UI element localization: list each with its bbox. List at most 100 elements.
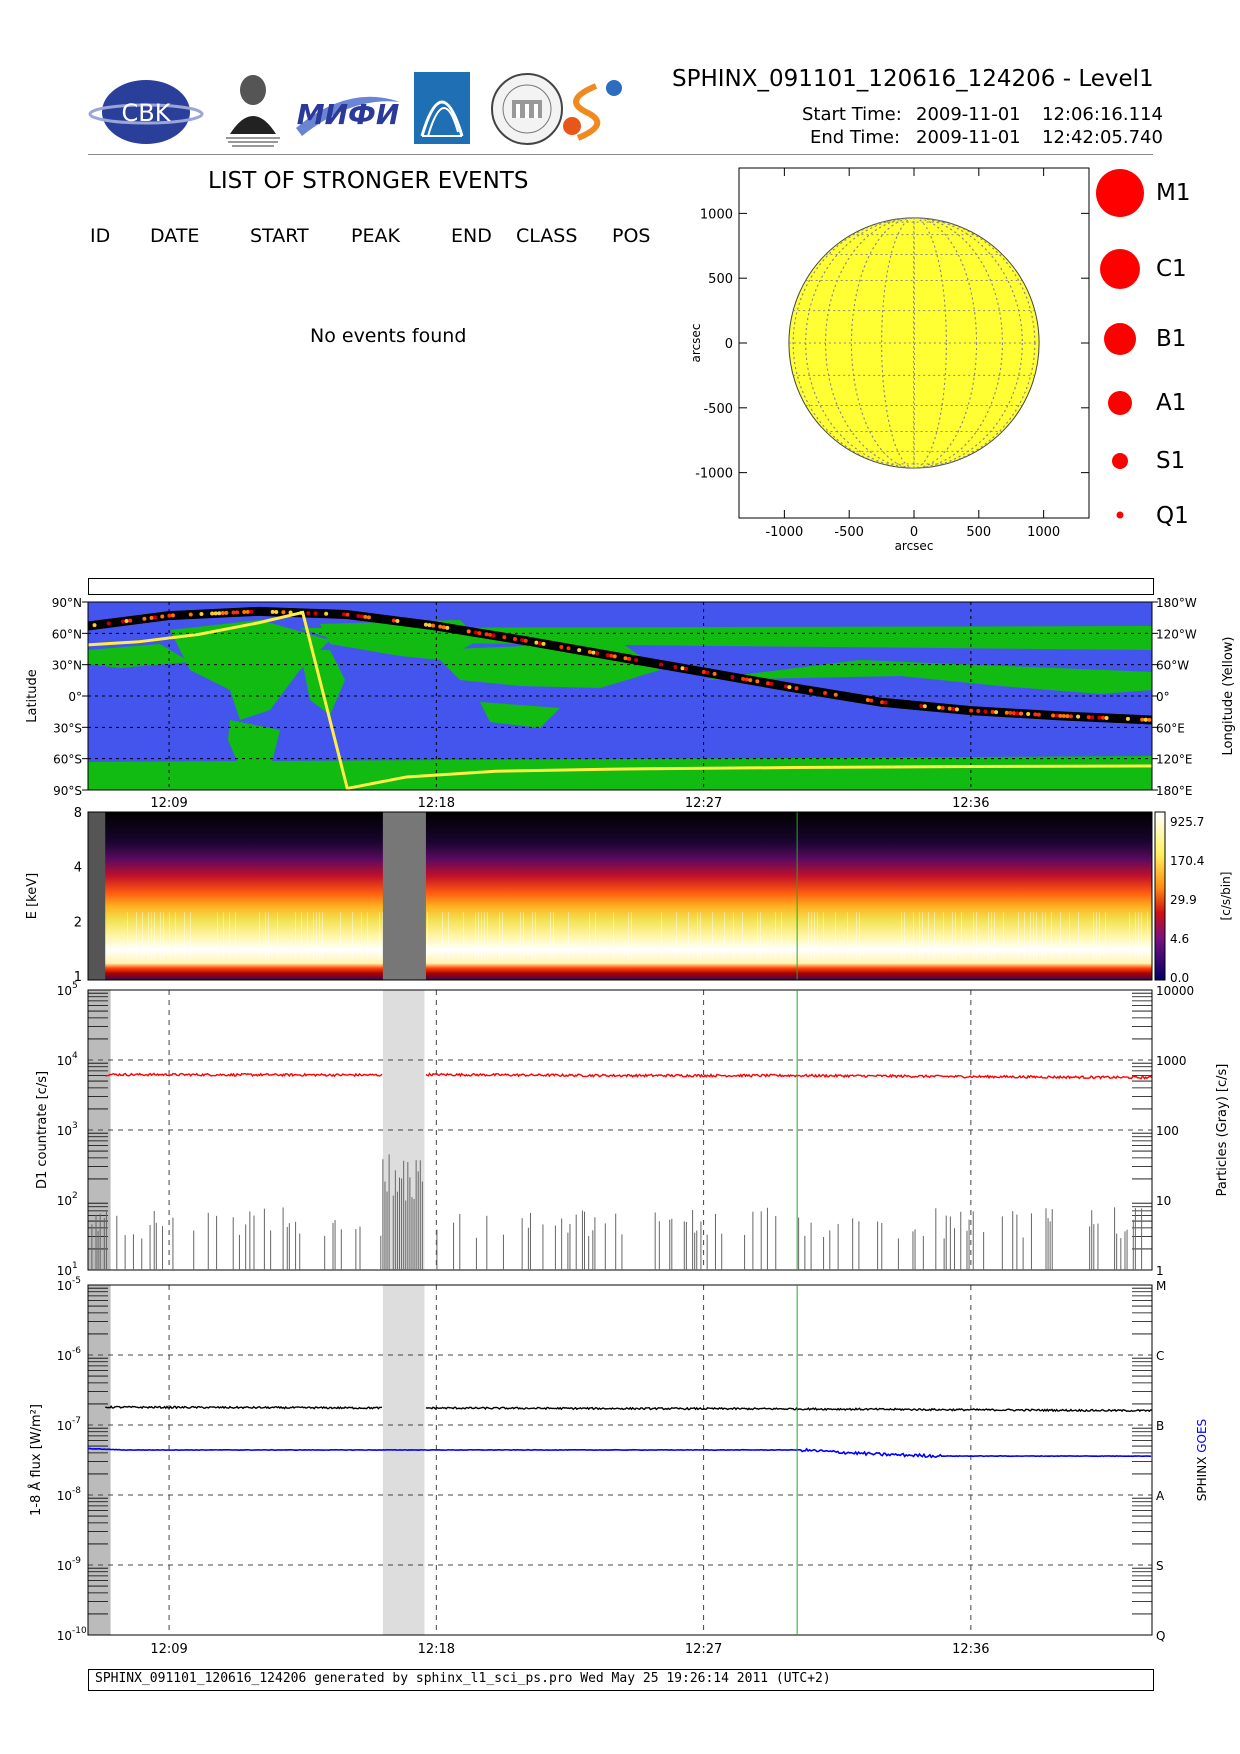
orbit-track-dot	[534, 640, 539, 645]
spec-strip	[973, 912, 974, 960]
orbit-track-dot	[431, 623, 436, 628]
orbit-land	[700, 660, 1152, 694]
flux-y-tick-label: 10	[57, 1349, 72, 1363]
orbit-track-dot	[356, 613, 361, 618]
orbit-longitude-curve	[87, 610, 1153, 791]
orbit-track-dot	[249, 609, 254, 614]
orbit-track-dot	[680, 666, 685, 671]
orbit-x-tick-label: 12:18	[418, 796, 455, 811]
orbit-y-tick-label: 60°S	[53, 753, 82, 767]
orbit-track-dot	[1026, 711, 1031, 716]
orbit-y2-axis-label: Longitude (Yellow)	[1221, 637, 1236, 756]
orbit-track-dot	[423, 622, 428, 627]
spec-strip	[484, 912, 485, 960]
spec-strip	[1018, 912, 1019, 960]
orbit-track-dot	[577, 648, 582, 653]
d1-countrate-frame	[87, 989, 1153, 1271]
spec-strip	[901, 912, 902, 960]
flux-y2-tick-label: B	[1156, 1419, 1164, 1433]
d1-countrate-y-tick-exponent: 3	[72, 1121, 78, 1131]
spec-colorbar-tick-label: 0.0	[1170, 971, 1189, 985]
orbit-track-dot	[748, 678, 753, 683]
orbit-y2-tick-label: 180°W	[1156, 596, 1197, 610]
orbit-track-dot	[395, 619, 400, 624]
orbit-track-dot	[1051, 713, 1056, 718]
orbit-track-dot	[167, 613, 172, 618]
spec-strip	[265, 912, 266, 960]
orbit-track-dot	[1058, 713, 1063, 718]
orbit-track-dot	[940, 705, 945, 710]
spec-strip	[223, 912, 224, 960]
legend-marker-c1	[1100, 249, 1140, 289]
spec-strip	[700, 912, 701, 960]
spec-strip	[1030, 912, 1031, 960]
spec-strip	[952, 912, 953, 960]
legend-label-b1: B1	[1156, 326, 1187, 352]
orbit-track-dot	[149, 615, 154, 620]
orbit-track-dot	[919, 703, 924, 708]
spec-strip	[499, 912, 500, 960]
sun-disk-chart: -1000 -500 0 500 1000 1000 500 0 -500 -1000 arcsec…	[689, 167, 1090, 553]
orbit-track-dot	[210, 611, 215, 616]
spec-strip	[1096, 912, 1097, 960]
spec-strip	[163, 912, 164, 960]
end-time: 12:42:05.740	[1042, 127, 1163, 148]
spec-strip	[313, 912, 314, 960]
spec-strip	[1135, 912, 1136, 960]
orbit-track-dot	[128, 618, 133, 623]
spec-strip	[1042, 912, 1043, 960]
spec-strip	[340, 912, 341, 960]
orbit-track-dot	[1125, 716, 1130, 721]
flux-y-axis-label: 1-8 Å flux [W/m²]	[28, 1404, 44, 1516]
spec-strip	[379, 912, 380, 960]
orbit-track-dot	[106, 621, 111, 626]
flux-y-tick-label: 10	[57, 1489, 72, 1503]
spec-strip	[382, 912, 383, 960]
orbit-track-dot	[199, 612, 204, 617]
orbit-track-dot	[341, 612, 346, 617]
orbit-track-dot	[794, 686, 799, 691]
flux-y-tick-exponent: -5	[72, 1276, 81, 1286]
mifi-logo: МИФИ	[296, 96, 400, 136]
spec-strip	[955, 912, 956, 960]
flux-y-tick-label: 10	[57, 1279, 72, 1293]
spec-strip	[268, 912, 269, 960]
orbit-track-dot	[1090, 715, 1095, 720]
spec-data-gap	[88, 812, 106, 980]
flux-y2-tick-label: Q	[1156, 1629, 1165, 1643]
orbit-track-dot	[1104, 715, 1109, 720]
spec-strip	[550, 912, 551, 960]
spec-strip	[259, 912, 260, 960]
spec-strip	[835, 912, 836, 960]
flux-y-tick-exponent: -10	[72, 1626, 87, 1636]
spec-strip	[757, 912, 758, 960]
spec-strip	[994, 912, 995, 960]
orbit-land	[170, 620, 330, 720]
events-empty-message: No events found	[310, 325, 467, 347]
orbit-track-dot	[220, 611, 225, 616]
spec-strip	[319, 912, 320, 960]
orbit-track-dot	[427, 623, 432, 628]
orbit-track-dot	[274, 610, 279, 615]
orbit-track-dot	[627, 656, 632, 661]
orbit-track-dot	[994, 710, 999, 715]
spec-strip	[859, 912, 860, 960]
orbit-y-tick-label: 0°	[68, 690, 82, 704]
orbit-track-dot	[969, 708, 974, 713]
spec-strip	[307, 912, 308, 960]
end-time-label: End Time:	[810, 127, 901, 148]
spec-strip	[988, 912, 989, 960]
events-col-id: ID	[90, 225, 111, 247]
spec-strip	[502, 912, 503, 960]
orbit-track-dot	[1140, 717, 1145, 722]
spec-strip	[367, 912, 368, 960]
spec-colorbar-label: [c/s/bin]	[1219, 872, 1233, 921]
spec-strip	[316, 912, 317, 960]
orbit-track-dot	[1004, 710, 1009, 715]
orbit-track-dot	[947, 706, 952, 711]
orbit-track-dot	[1076, 714, 1081, 719]
spec-strip	[733, 912, 734, 960]
spec-strip	[913, 912, 914, 960]
orbit-track-dot	[153, 615, 158, 620]
orbit-x-tick-label: 12:09	[150, 796, 187, 811]
